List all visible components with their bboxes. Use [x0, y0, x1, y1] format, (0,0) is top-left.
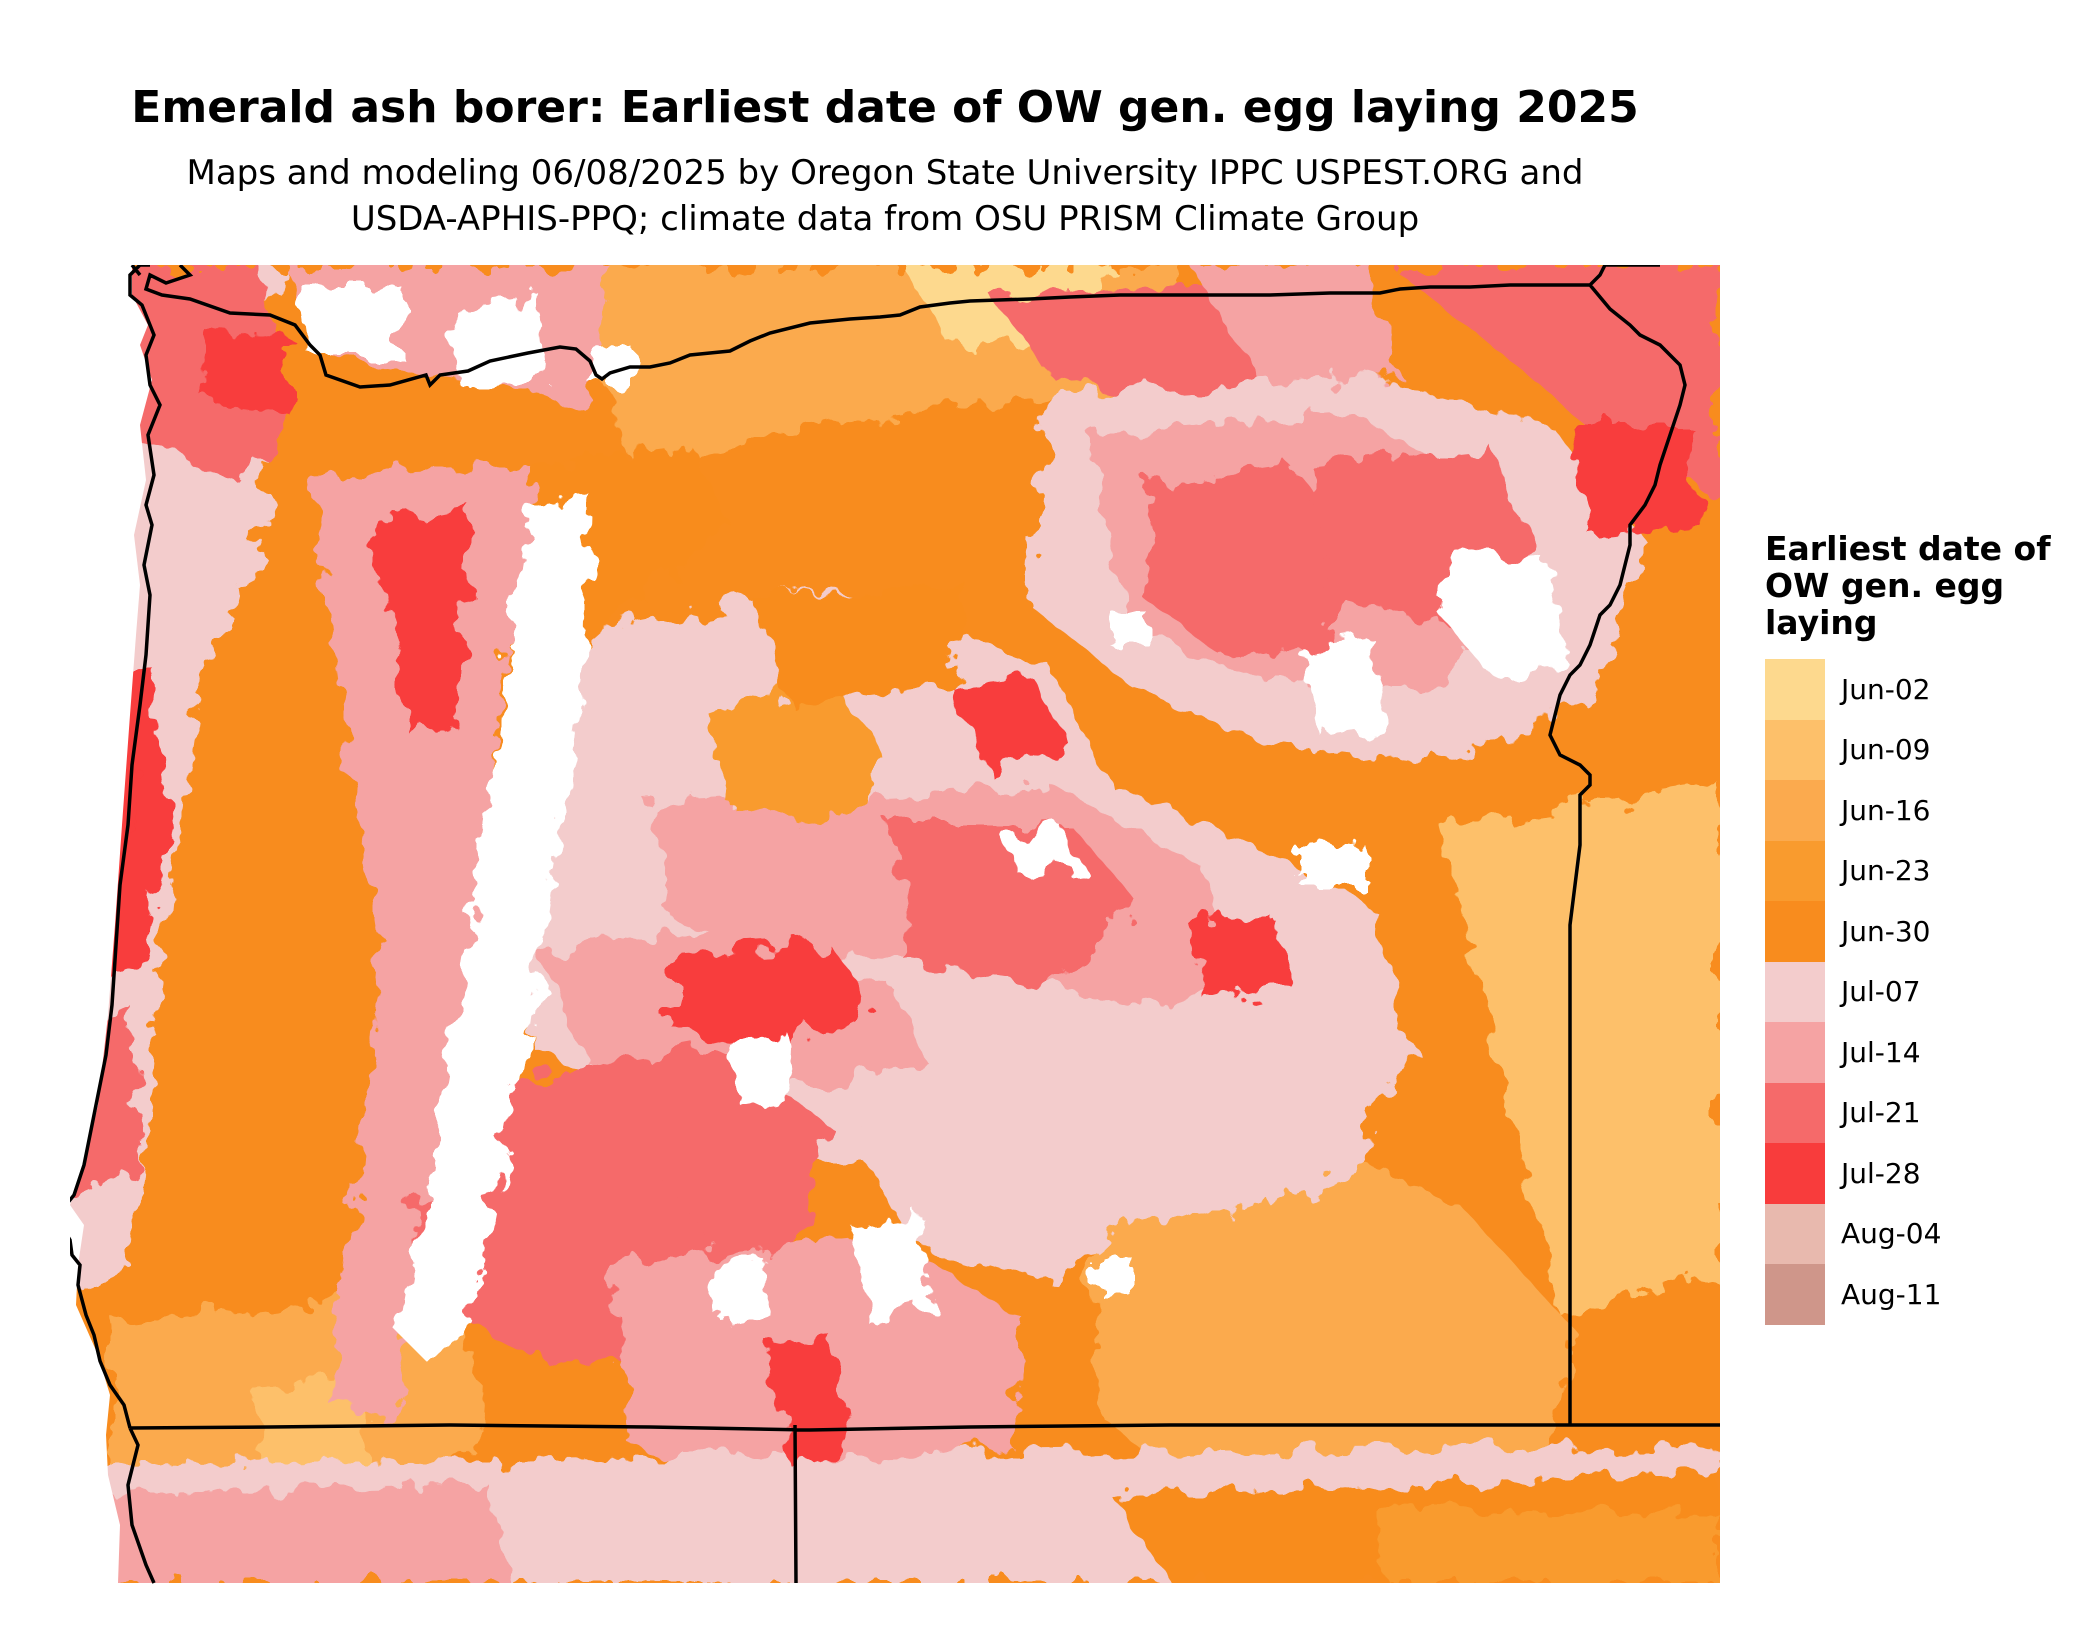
- legend-item: Jul-14: [1765, 1022, 2095, 1083]
- legend-item: Jul-07: [1765, 961, 2095, 1022]
- legend-label: Jul-21: [1841, 1096, 1921, 1130]
- legend-list: Jun-02 Jun-09 Jun-16 Jun-23 Jun-30 Jul-07 Jul-…: [1765, 659, 2095, 1325]
- legend-swatch: [1765, 1264, 1825, 1325]
- legend-label: Jun-09: [1841, 733, 1931, 767]
- legend-label: Jun-16: [1841, 793, 1931, 827]
- legend-item: Jul-21: [1765, 1082, 2095, 1143]
- map-subtitle: Maps and modeling 06/08/2025 by Oregon S…: [0, 150, 1770, 242]
- legend-label: Jun-23: [1841, 854, 1931, 888]
- legend-item: Jun-09: [1765, 719, 2095, 780]
- subtitle-line-1: Maps and modeling 06/08/2025 by Oregon S…: [186, 153, 1584, 193]
- legend-item: Aug-11: [1765, 1264, 2095, 1325]
- legend-label: Jun-02: [1841, 672, 1931, 706]
- map-title: Emerald ash borer: Earliest date of OW g…: [131, 82, 1639, 133]
- legend-item: Jul-28: [1765, 1143, 2095, 1204]
- legend-swatch: [1765, 1082, 1825, 1143]
- legend-title: Earliest date of OW gen. egg laying: [1765, 529, 2051, 642]
- legend-swatch: [1765, 1022, 1825, 1083]
- legend-swatch: [1765, 659, 1825, 720]
- legend-swatch: [1765, 780, 1825, 841]
- legend-swatch: [1765, 961, 1825, 1022]
- raster-zones: [70, 265, 1720, 1583]
- legend-swatch: [1765, 719, 1825, 780]
- no-data-areas: [70, 265, 1570, 1365]
- legend-label: Jul-14: [1841, 1035, 1921, 1069]
- legend-swatch: [1765, 1143, 1825, 1204]
- legend-item: Jun-23: [1765, 840, 2095, 901]
- map: [70, 265, 1720, 1584]
- legend-label: Aug-11: [1841, 1277, 1942, 1311]
- legend-swatch: [1765, 901, 1825, 962]
- legend-item: Jun-16: [1765, 780, 2095, 841]
- legend-label: Jun-30: [1841, 914, 1931, 948]
- legend: Earliest date of OW gen. egg laying Jun-…: [1765, 530, 2095, 1325]
- legend-label: Jul-07: [1841, 975, 1921, 1009]
- ocean: [70, 265, 152, 1205]
- legend-swatch: [1765, 1203, 1825, 1264]
- legend-item: Jun-02: [1765, 659, 2095, 720]
- subtitle-line-2: USDA-APHIS-PPQ; climate data from OSU PR…: [350, 199, 1420, 239]
- legend-label: Jul-28: [1841, 1156, 1921, 1190]
- legend-label: Aug-04: [1841, 1217, 1942, 1251]
- legend-item: Aug-04: [1765, 1203, 2095, 1264]
- legend-swatch: [1765, 840, 1825, 901]
- oregon-boundary: [70, 265, 1720, 1584]
- legend-item: Jun-30: [1765, 901, 2095, 962]
- ocean-south: [70, 1205, 120, 1583]
